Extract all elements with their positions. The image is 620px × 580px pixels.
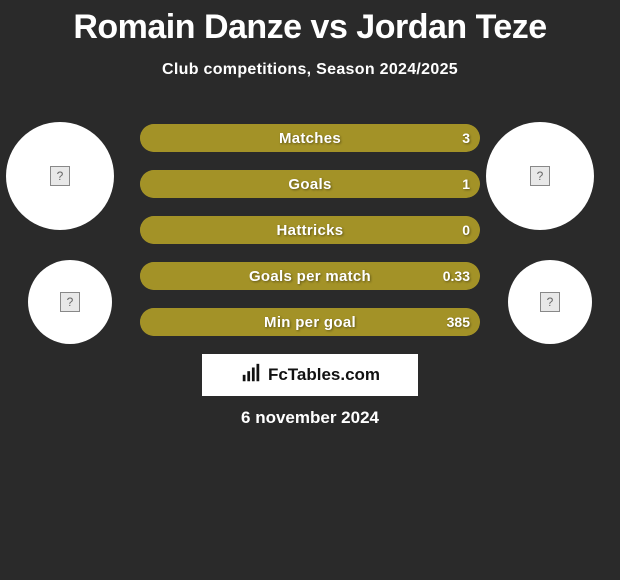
placeholder-icon: ?	[50, 166, 70, 186]
avatar-circle-1: ?	[486, 122, 594, 230]
date-label: 6 november 2024	[0, 408, 620, 428]
page-title: Romain Danze vs Jordan Teze	[0, 0, 620, 47]
chart-icon	[240, 362, 262, 389]
avatar-circle-2: ?	[28, 260, 112, 344]
brand-badge: FcTables.com	[202, 354, 418, 396]
bar-label: Matches	[140, 124, 480, 152]
avatar-circle-3: ?	[508, 260, 592, 344]
stat-bar-matches: 3Matches	[140, 124, 480, 152]
bar-label: Goals per match	[140, 262, 480, 290]
placeholder-icon: ?	[540, 292, 560, 312]
page-subtitle: Club competitions, Season 2024/2025	[0, 61, 620, 79]
bar-label: Min per goal	[140, 308, 480, 336]
stat-bar-min-per-goal: 385Min per goal	[140, 308, 480, 336]
stat-bar-goals-per-match: 0.33Goals per match	[140, 262, 480, 290]
avatar-circle-0: ?	[6, 122, 114, 230]
bar-label: Goals	[140, 170, 480, 198]
brand-text: FcTables.com	[268, 365, 380, 385]
placeholder-icon: ?	[530, 166, 550, 186]
placeholder-icon: ?	[60, 292, 80, 312]
stat-bar-goals: 1Goals	[140, 170, 480, 198]
stat-bar-hattricks: 0Hattricks	[140, 216, 480, 244]
bar-label: Hattricks	[140, 216, 480, 244]
stat-bars: 3Matches 1Goals 0Hattricks 0.33Goals per ma…	[140, 124, 480, 354]
